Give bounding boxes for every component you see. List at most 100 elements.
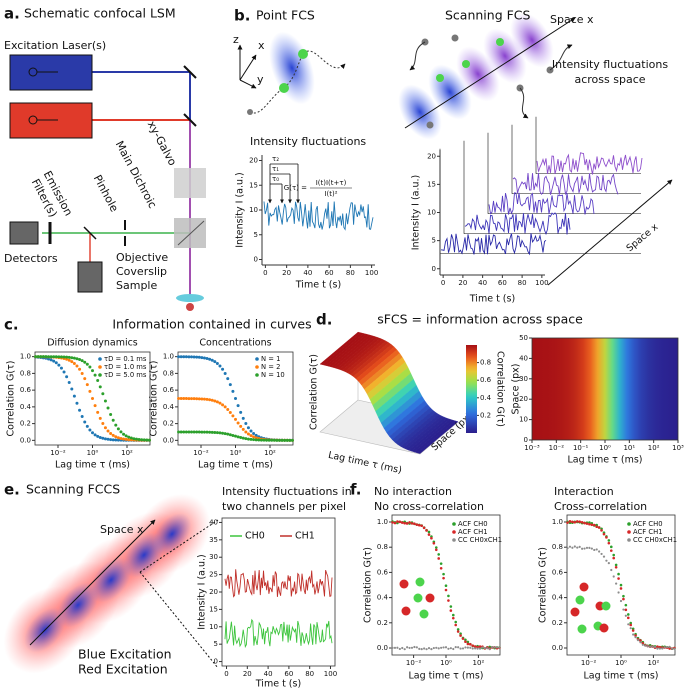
curve-point <box>585 546 589 549</box>
scanning-fcs-illustration <box>398 12 576 140</box>
curve-point <box>595 525 598 529</box>
curve-point <box>612 575 615 578</box>
trace <box>440 233 547 256</box>
curve-point <box>588 522 591 526</box>
curve-point <box>464 638 467 642</box>
curve-point <box>617 591 620 594</box>
curve-point <box>187 355 191 359</box>
curve-point <box>454 620 458 624</box>
curve-point <box>451 616 455 620</box>
curve-point <box>471 647 474 650</box>
trace-title: Intensity fluctuations in <box>222 485 352 498</box>
curve-point <box>442 646 445 649</box>
x-tick-label: 10² <box>648 444 660 452</box>
across-label: Intensity fluctuations <box>552 58 668 71</box>
trace-title: Intensity fluctuations <box>250 135 366 148</box>
curve-point <box>103 399 107 403</box>
y-tick-label: 30 <box>209 553 218 561</box>
trace <box>536 152 643 175</box>
x-axis-label: Time t (s) <box>255 679 301 690</box>
trace <box>464 212 571 236</box>
y-tick-label: 15 <box>209 605 218 613</box>
curve-point <box>114 438 118 442</box>
curve-point <box>93 373 97 377</box>
curve-point <box>93 404 97 408</box>
legend-label: CC CH0xCH1 <box>633 536 677 544</box>
curve-point <box>617 577 620 580</box>
curve-point <box>246 426 250 430</box>
curve-point <box>415 646 418 649</box>
curve-point <box>119 430 123 434</box>
curve-point <box>444 584 448 587</box>
curve-point <box>249 437 253 441</box>
curve-point <box>612 556 616 560</box>
curve-point <box>177 430 181 434</box>
curve-point <box>483 646 486 650</box>
curve-point <box>466 646 469 649</box>
curve-point <box>451 613 455 617</box>
curve-point <box>52 355 56 359</box>
panel-label: a. <box>4 5 20 23</box>
legend-label: N = 1 <box>261 355 280 363</box>
curve-point <box>54 361 58 365</box>
x-tick-label: 100 <box>324 670 337 678</box>
curve-point <box>96 410 100 414</box>
trace <box>224 569 333 598</box>
curve-point <box>62 355 66 359</box>
curve-point <box>464 640 467 644</box>
curve-point <box>78 367 82 371</box>
curve-point <box>597 526 601 529</box>
colorbar-label: Correlation G(τ) <box>495 351 506 427</box>
curve-point <box>39 355 43 359</box>
curve-point <box>632 633 635 636</box>
y-tick-label: 15 <box>427 180 436 188</box>
curve-point <box>241 427 245 431</box>
curve-point <box>88 428 92 432</box>
curve-point <box>179 355 183 359</box>
curve-point <box>593 548 596 552</box>
curve-point <box>72 394 76 398</box>
curve-point <box>566 521 569 524</box>
curve-point <box>566 547 569 550</box>
y-axis-label: Space (px) <box>511 363 522 414</box>
curve-point <box>221 431 225 435</box>
curve-point <box>396 646 399 649</box>
curve-point <box>223 371 227 375</box>
curve-point <box>275 438 279 442</box>
x-tick-label: 10⁰ <box>230 449 242 457</box>
y-tick-label: 20 <box>427 152 436 160</box>
curve-point <box>190 397 194 401</box>
x-axis-label: Time t (s) <box>469 294 515 305</box>
curve-point <box>400 521 404 524</box>
tau-label: τ₀ <box>272 175 279 183</box>
curve-point <box>466 640 470 644</box>
curve-point <box>459 634 462 637</box>
y-tick-label: 5 <box>254 231 258 239</box>
curve-point <box>410 646 414 649</box>
x-tick-label: 80 <box>346 269 355 277</box>
curve-point <box>403 648 406 651</box>
curve-point <box>405 522 409 525</box>
curve-point <box>658 647 661 650</box>
curve-point <box>202 430 206 434</box>
curve-point <box>457 646 460 649</box>
curve-point <box>636 639 640 642</box>
curve-point <box>34 355 38 359</box>
curve-point <box>420 648 423 651</box>
curve-point <box>391 646 394 649</box>
curve-point <box>195 430 199 434</box>
trace <box>488 192 595 215</box>
curve-point <box>124 434 128 438</box>
y-tick-label: 0.0 <box>20 436 31 444</box>
curve-point <box>80 415 84 419</box>
curve-point <box>588 546 591 549</box>
y-tick-label: 0.6 <box>20 386 32 394</box>
y-tick-label: 0.6 <box>163 386 175 394</box>
x-tick-label: 20 <box>243 670 252 678</box>
detectors-label: Detectors <box>4 252 58 265</box>
curve-point <box>202 356 206 360</box>
dichroic-label: Main Dichroic <box>113 139 159 211</box>
sample-label: Sample <box>116 279 157 292</box>
y-tick-label: 10 <box>209 623 218 631</box>
curve-point <box>580 520 584 524</box>
